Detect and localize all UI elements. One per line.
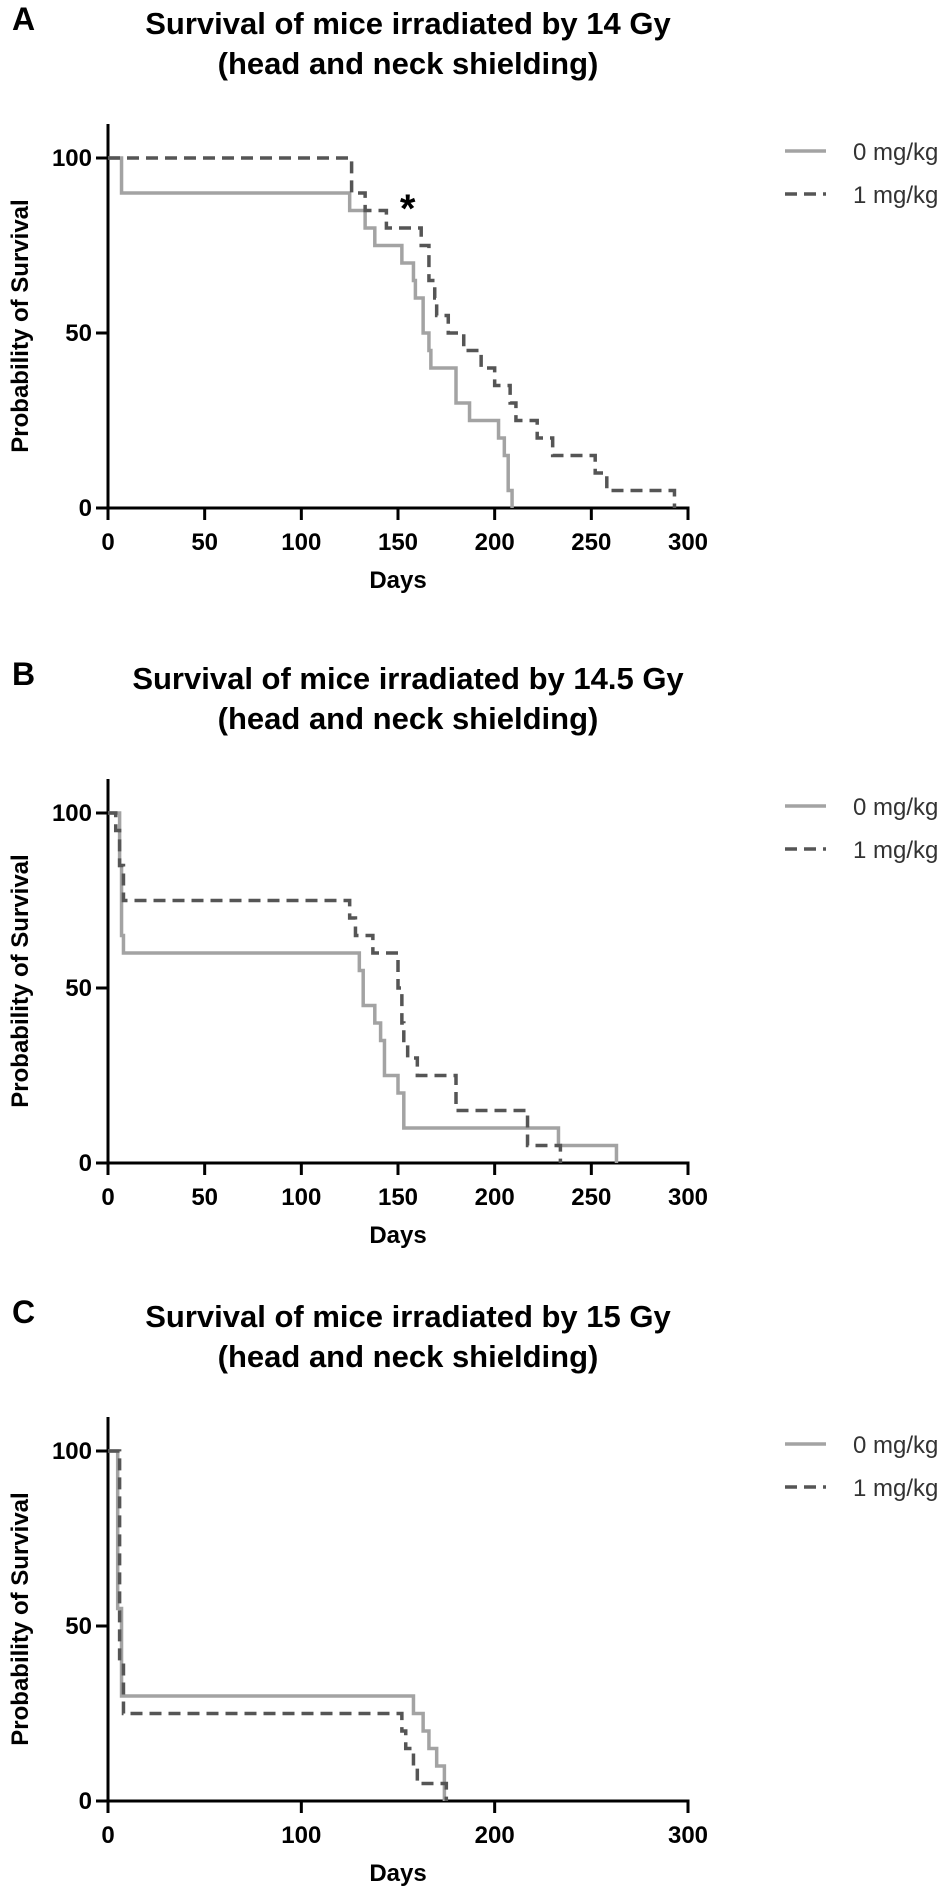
x-tick-label: 150	[378, 1184, 418, 1211]
panel-letter: A	[12, 1, 35, 37]
x-tick-label: 300	[668, 1822, 708, 1849]
panel-letter: B	[12, 656, 35, 692]
x-tick-label: 0	[101, 1822, 114, 1849]
x-tick-label: 0	[101, 529, 114, 556]
x-tick-label: 250	[571, 1184, 611, 1211]
x-tick-label: 0	[101, 1184, 114, 1211]
x-tick-label: 200	[475, 1184, 515, 1211]
x-tick-label: 300	[668, 1184, 708, 1211]
chart-title: Survival of mice irradiated by 14 Gy	[145, 6, 671, 41]
y-tick-label: 50	[65, 320, 92, 347]
chart-subtitle: (head and neck shielding)	[218, 701, 599, 736]
significance-asterisk: *	[400, 187, 416, 231]
x-tick-label: 100	[281, 1822, 321, 1849]
x-tick-label: 100	[281, 1184, 321, 1211]
x-axis-label: Days	[369, 567, 426, 594]
survival-curve-1mgkg	[108, 811, 563, 1163]
survival-curve-1mgkg	[108, 156, 677, 508]
legend-label: 0 mg/kg	[853, 794, 938, 821]
y-axis-label: Probability of Survival	[7, 1492, 34, 1745]
x-tick-label: 200	[475, 1822, 515, 1849]
survival-curve-0mgkg	[108, 811, 619, 1163]
panel-letter: C	[12, 1294, 35, 1330]
legend-label: 1 mg/kg	[853, 837, 938, 864]
chart-panel-b: B Survival of mice irradiated by 14.5 Gy (…	[7, 656, 938, 1249]
survival-curve-1mgkg	[108, 1449, 449, 1801]
chart-panel-c: C Survival of mice irradiated by 15 Gy (he…	[7, 1294, 938, 1887]
y-tick-label: 100	[52, 1438, 92, 1465]
chart-panel-a: A Survival of mice irradiated by 14 Gy (he…	[7, 1, 938, 594]
legend-label: 1 mg/kg	[853, 182, 938, 209]
chart-title: Survival of mice irradiated by 14.5 Gy	[132, 661, 684, 696]
x-tick-label: 50	[191, 1184, 218, 1211]
chart-title: Survival of mice irradiated by 15 Gy	[145, 1299, 671, 1334]
x-tick-label: 100	[281, 529, 321, 556]
y-axis-label: Probability of Survival	[7, 854, 34, 1107]
survival-curve-0mgkg	[108, 1449, 447, 1801]
y-tick-label: 0	[79, 495, 92, 522]
x-axis-label: Days	[369, 1860, 426, 1887]
y-tick-label: 50	[65, 975, 92, 1002]
x-tick-label: 50	[191, 529, 218, 556]
chart-subtitle: (head and neck shielding)	[218, 46, 599, 81]
survival-curve-0mgkg	[108, 156, 514, 508]
x-tick-label: 200	[475, 529, 515, 556]
y-tick-label: 0	[79, 1150, 92, 1177]
chart-subtitle: (head and neck shielding)	[218, 1339, 599, 1374]
y-tick-label: 0	[79, 1788, 92, 1815]
x-tick-label: 300	[668, 529, 708, 556]
y-tick-label: 100	[52, 800, 92, 827]
legend-label: 0 mg/kg	[853, 1432, 938, 1459]
y-axis-label: Probability of Survival	[7, 199, 34, 452]
x-tick-label: 150	[378, 529, 418, 556]
y-tick-label: 50	[65, 1613, 92, 1640]
x-axis-label: Days	[369, 1222, 426, 1249]
x-tick-label: 250	[571, 529, 611, 556]
legend-label: 1 mg/kg	[853, 1475, 938, 1502]
legend-label: 0 mg/kg	[853, 139, 938, 166]
y-tick-label: 100	[52, 145, 92, 172]
